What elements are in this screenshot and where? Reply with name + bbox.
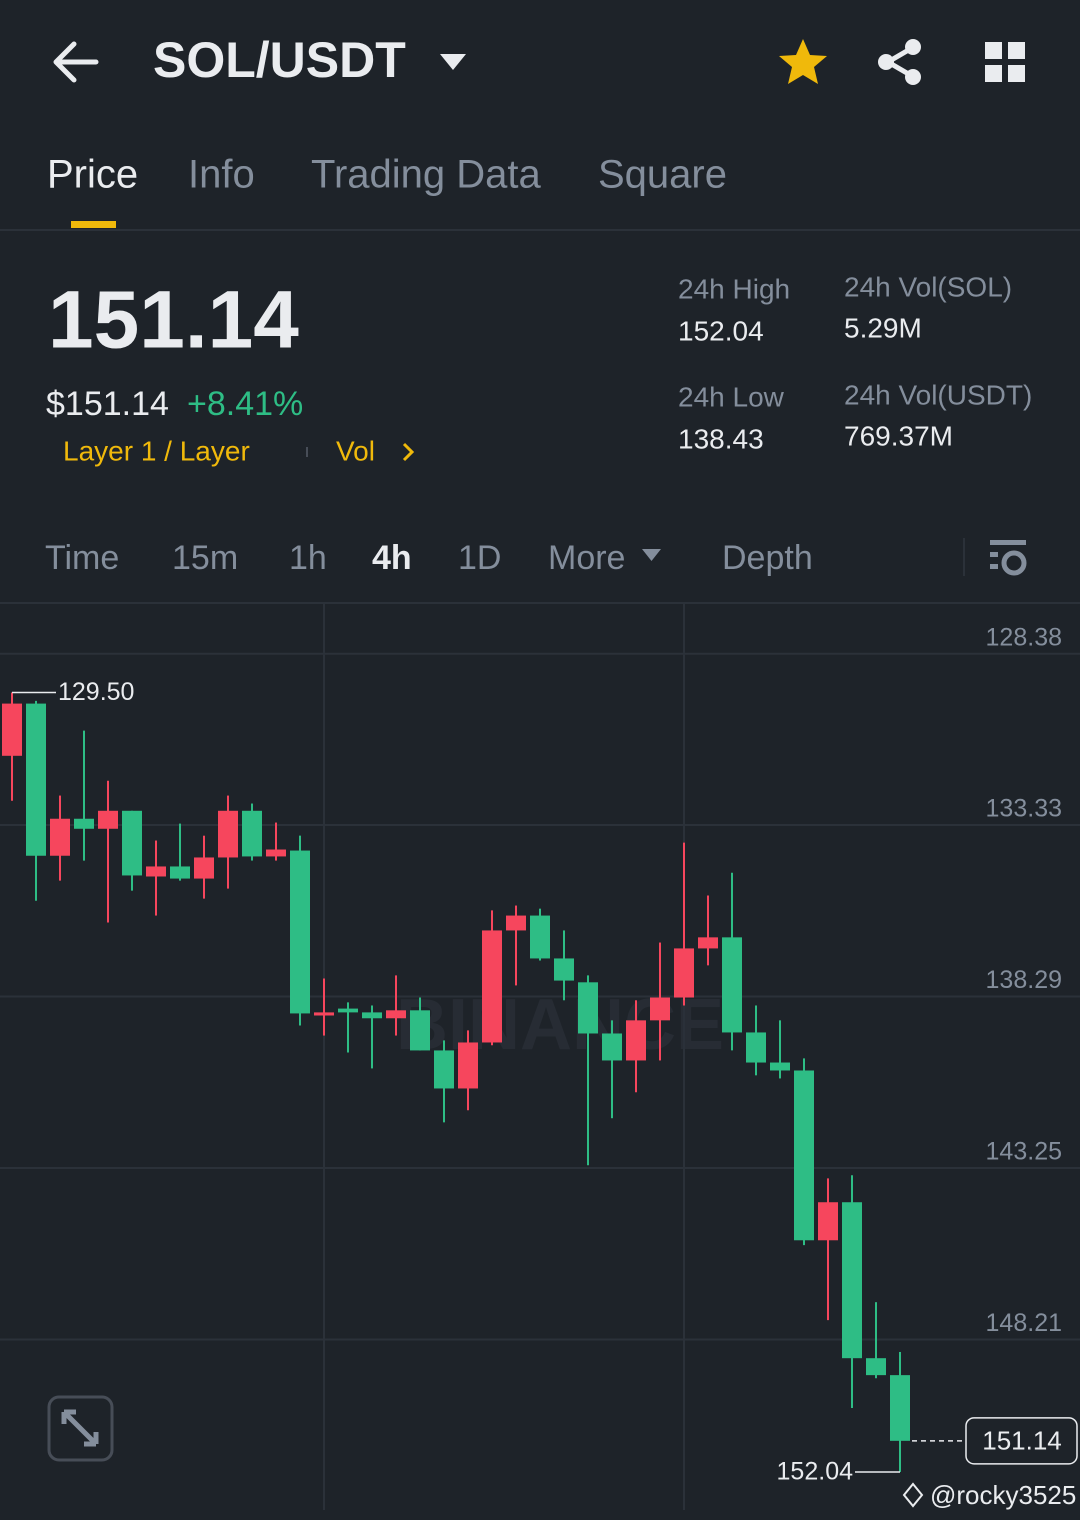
low-label: 129.50 (58, 678, 134, 706)
interval[interactable]: 1D (458, 539, 501, 577)
stat-value: 152.04 (678, 315, 764, 346)
y-tick-label: 143.25 (986, 1138, 1062, 1166)
tag-separator (306, 447, 308, 457)
candle-body (218, 810, 238, 858)
stat-value: 5.29M (844, 312, 922, 343)
credit-icon (902, 1482, 924, 1508)
y-tick-label: 133.33 (986, 795, 1062, 823)
candle-body (146, 866, 166, 877)
usd-price: $151.14 (46, 385, 169, 423)
candle-body (122, 810, 142, 876)
candle-body (338, 1008, 358, 1013)
candle-body (434, 1050, 454, 1089)
candle-body (506, 915, 526, 931)
stat-value: 138.43 (678, 423, 764, 454)
candle-body (482, 930, 502, 1043)
candle-body (794, 1070, 814, 1241)
tab[interactable]: Info (188, 153, 255, 197)
separator (963, 538, 965, 576)
candle-body (746, 1032, 766, 1063)
candle-body (626, 1020, 646, 1061)
interval[interactable]: More (548, 539, 625, 577)
candle-body (554, 958, 574, 981)
stat-label: 24h Low (678, 381, 785, 412)
candle-body (602, 1033, 622, 1061)
candle-body (674, 948, 694, 998)
chart-top-border (0, 602, 1080, 604)
candle-body (266, 849, 286, 857)
y-tick-label: 128.38 (986, 623, 1062, 651)
candle-body (242, 810, 262, 857)
candle-body (26, 703, 46, 856)
expand-button[interactable] (47, 1395, 114, 1462)
stat-label: 24h Vol(USDT) (844, 379, 1032, 410)
candle-body (50, 818, 70, 856)
candle-body (170, 866, 190, 879)
y-tick-label: 148.21 (986, 1309, 1062, 1337)
stat-label: 24h Vol(SOL) (844, 271, 1012, 302)
y-tick-label: 138.29 (986, 966, 1062, 994)
vertical-grid-line (683, 604, 685, 1510)
interval[interactable]: 4h (372, 539, 412, 577)
pair-dropdown[interactable] (440, 54, 466, 70)
favorite-star[interactable] (779, 39, 827, 84)
tab[interactable]: Square (598, 153, 727, 197)
more-dropdown[interactable] (642, 549, 661, 561)
pair-title[interactable]: SOL/USDT (153, 32, 406, 88)
tab[interactable]: Price (47, 153, 138, 197)
candle-body (194, 857, 214, 879)
candle-body (842, 1202, 862, 1359)
last-price: 151.14 (48, 275, 299, 366)
candle-body (386, 1010, 406, 1019)
candle-body (530, 915, 550, 959)
tab[interactable]: Trading Data (311, 153, 542, 197)
high-label: 152.04 (777, 1458, 854, 1486)
interval[interactable]: Depth (722, 539, 813, 577)
last-price-box (965, 1417, 1078, 1465)
candle-body (578, 982, 598, 1034)
grid-menu-icon[interactable] (985, 42, 1025, 82)
candle-body (698, 937, 718, 949)
credit: @rocky3525 (930, 1480, 1076, 1510)
candle-body (890, 1375, 910, 1441)
stat-value: 769.37M (844, 420, 953, 451)
tag-arrow[interactable] (402, 442, 415, 462)
candle-body (770, 1062, 790, 1071)
candle-body (290, 850, 310, 1014)
candlestick-chart: BINANCE128.38133.33138.29143.25148.21129… (0, 623, 1080, 1486)
candle-body (458, 1042, 478, 1089)
chart-settings[interactable] (990, 540, 1027, 576)
candle-body (74, 818, 94, 829)
tab-indicator (71, 221, 116, 228)
stat-label: 24h High (678, 273, 790, 304)
interval[interactable]: Time (45, 539, 119, 577)
vertical-grid-line (323, 604, 325, 1510)
last-price-label: 151.14 (982, 1426, 1062, 1456)
candle-body (818, 1202, 838, 1241)
interval[interactable]: 1h (289, 539, 327, 577)
candle-body (98, 810, 118, 829)
candle-body (314, 1012, 334, 1016)
interval[interactable]: 15m (172, 539, 238, 577)
tag[interactable]: Vol (336, 435, 375, 466)
back-button[interactable] (53, 41, 99, 83)
candle-body (410, 1010, 430, 1051)
candle-body (650, 997, 670, 1021)
tag[interactable]: Layer 1 / Layer (63, 435, 250, 466)
candle-body (866, 1358, 886, 1376)
candle-body (722, 937, 742, 1033)
candle-body (362, 1012, 382, 1019)
divider (0, 229, 1080, 231)
change: +8.41% (187, 385, 303, 423)
candle-body (2, 703, 22, 756)
share-icon[interactable] (878, 39, 921, 85)
